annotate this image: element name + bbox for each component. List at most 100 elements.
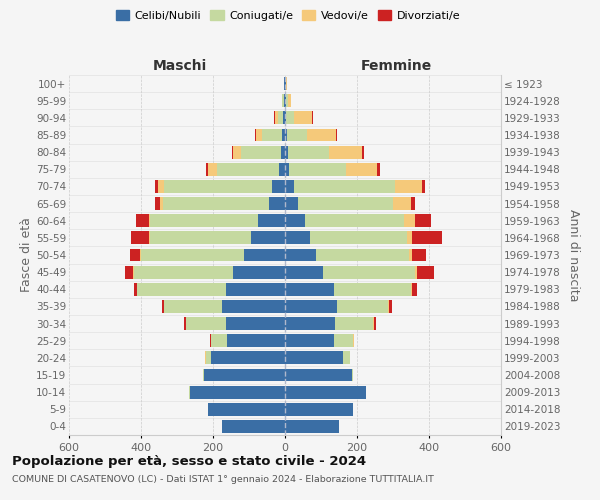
- Bar: [389, 300, 392, 313]
- Bar: [285, 266, 323, 278]
- Bar: [255, 128, 256, 141]
- Bar: [346, 163, 377, 175]
- Bar: [274, 112, 275, 124]
- Bar: [284, 77, 285, 90]
- Bar: [412, 283, 417, 296]
- Bar: [272, 180, 285, 193]
- Bar: [208, 403, 285, 415]
- Bar: [190, 386, 285, 398]
- Bar: [162, 300, 164, 313]
- Bar: [337, 300, 388, 313]
- Bar: [160, 197, 163, 210]
- Legend: Celibi/Nubili, Coniugati/e, Vedovi/e, Divorziati/e: Celibi/Nubili, Coniugati/e, Vedovi/e, Di…: [112, 6, 464, 25]
- Bar: [334, 283, 411, 296]
- Bar: [217, 163, 278, 175]
- Bar: [298, 197, 393, 210]
- Bar: [262, 128, 282, 141]
- Bar: [285, 128, 287, 141]
- Bar: [206, 352, 211, 364]
- Bar: [204, 368, 285, 382]
- Bar: [163, 197, 269, 210]
- Bar: [205, 352, 206, 364]
- Bar: [233, 146, 241, 158]
- Bar: [285, 163, 289, 175]
- Bar: [407, 232, 412, 244]
- Bar: [289, 163, 346, 175]
- Bar: [227, 334, 285, 347]
- Bar: [285, 214, 305, 227]
- Bar: [256, 128, 262, 141]
- Bar: [283, 94, 284, 107]
- Bar: [158, 180, 164, 193]
- Bar: [354, 334, 355, 347]
- Bar: [155, 180, 158, 193]
- Bar: [285, 300, 337, 313]
- Bar: [282, 94, 283, 107]
- Bar: [186, 317, 226, 330]
- Text: Femmine: Femmine: [361, 58, 431, 72]
- Bar: [251, 232, 285, 244]
- Bar: [222, 300, 285, 313]
- Bar: [316, 248, 409, 262]
- Bar: [150, 232, 251, 244]
- Bar: [164, 300, 222, 313]
- Bar: [395, 180, 422, 193]
- Bar: [335, 317, 373, 330]
- Bar: [412, 248, 427, 262]
- Bar: [411, 197, 415, 210]
- Bar: [285, 420, 339, 433]
- Bar: [294, 180, 395, 193]
- Bar: [281, 146, 285, 158]
- Bar: [415, 266, 418, 278]
- Text: Popolazione per età, sesso e stato civile - 2024: Popolazione per età, sesso e stato civil…: [12, 455, 366, 468]
- Bar: [244, 248, 285, 262]
- Bar: [283, 112, 285, 124]
- Bar: [282, 128, 285, 141]
- Bar: [206, 163, 208, 175]
- Bar: [130, 248, 140, 262]
- Bar: [241, 146, 281, 158]
- Bar: [286, 94, 287, 107]
- Bar: [134, 266, 233, 278]
- Bar: [285, 146, 288, 158]
- Bar: [284, 94, 285, 107]
- Bar: [305, 214, 404, 227]
- Bar: [422, 180, 425, 193]
- Bar: [285, 368, 352, 382]
- Bar: [232, 146, 233, 158]
- Bar: [233, 266, 285, 278]
- Bar: [285, 197, 298, 210]
- Bar: [155, 197, 160, 210]
- Bar: [275, 112, 278, 124]
- Bar: [278, 112, 283, 124]
- Bar: [374, 317, 376, 330]
- Bar: [149, 232, 150, 244]
- Text: Maschi: Maschi: [153, 58, 207, 72]
- Bar: [377, 163, 380, 175]
- Bar: [286, 77, 287, 90]
- Y-axis label: Fasce di età: Fasce di età: [20, 218, 33, 292]
- Bar: [131, 232, 149, 244]
- Bar: [285, 180, 294, 193]
- Bar: [287, 94, 291, 107]
- Bar: [149, 214, 150, 227]
- Bar: [285, 94, 286, 107]
- Bar: [258, 214, 285, 227]
- Bar: [278, 163, 285, 175]
- Bar: [336, 128, 337, 141]
- Y-axis label: Anni di nascita: Anni di nascita: [567, 209, 580, 301]
- Bar: [287, 128, 307, 141]
- Bar: [285, 283, 334, 296]
- Bar: [393, 197, 411, 210]
- Bar: [310, 232, 407, 244]
- Bar: [285, 352, 343, 364]
- Bar: [307, 128, 336, 141]
- Bar: [285, 232, 310, 244]
- Bar: [134, 283, 137, 296]
- Bar: [343, 352, 350, 364]
- Bar: [211, 334, 227, 347]
- Bar: [373, 317, 374, 330]
- Bar: [269, 197, 285, 210]
- Bar: [285, 248, 316, 262]
- Bar: [285, 334, 334, 347]
